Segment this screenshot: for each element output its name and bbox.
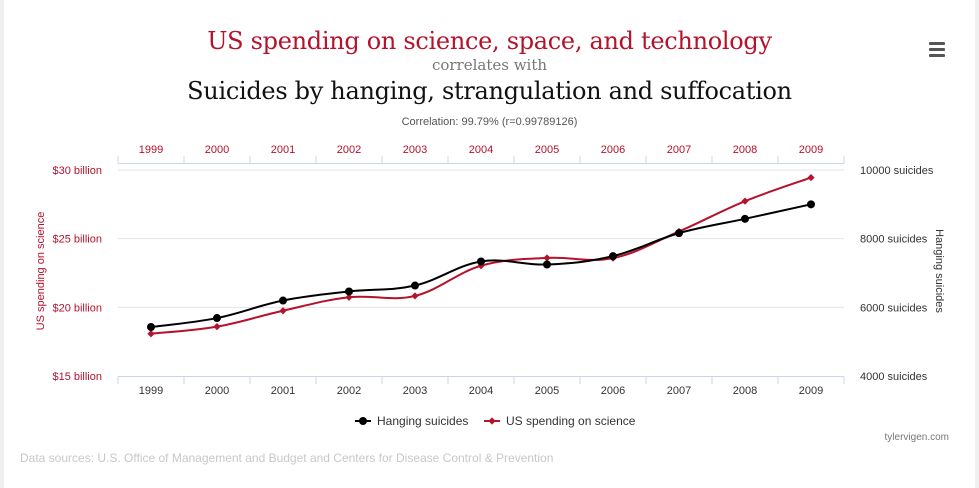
bottom-axis-label: 2001: [271, 385, 295, 397]
legend-marker-spending: [488, 417, 496, 425]
hanging-point: [741, 214, 749, 223]
legend-label-spending: US spending on science: [506, 414, 636, 428]
data-sources-footer: Data sources: U.S. Office of Management …: [20, 451, 554, 465]
spending-point: [543, 254, 551, 262]
hanging-point: [147, 323, 155, 332]
bottom-axis-label: 2004: [469, 385, 493, 397]
top-axis-label: 2003: [403, 144, 427, 156]
chart-title-secondary: Suicides by hanging, strangulation and s…: [187, 77, 792, 105]
top-axis-label: 2001: [271, 144, 295, 156]
credit-label[interactable]: tylervigen.com: [884, 432, 949, 443]
right-axis-label: 4000 suicides: [860, 371, 928, 383]
bottom-axis-label: 2003: [403, 385, 427, 397]
hanging-point: [213, 314, 221, 323]
left-axis-title: US spending on science: [35, 212, 47, 331]
bottom-axis-label: 2005: [535, 385, 559, 397]
top-axis-label: 2002: [337, 144, 361, 156]
top-axis-label: 2008: [733, 144, 757, 156]
spending-point: [741, 197, 749, 205]
hamburger-menu-icon[interactable]: [927, 40, 947, 58]
top-axis-label: 1999: [139, 144, 163, 156]
bottom-axis-label: 2007: [667, 385, 691, 397]
hanging-point: [345, 287, 353, 296]
bottom-axis-label: 1999: [139, 385, 163, 397]
left-axis-label: $25 billion: [52, 234, 102, 246]
right-axis-label: 6000 suicides: [860, 302, 928, 314]
bottom-axis-label: 2000: [205, 385, 229, 397]
left-axis-label: $15 billion: [52, 371, 102, 383]
hanging-point: [807, 200, 815, 209]
spending-point: [807, 173, 815, 182]
top-axis-label: 2000: [205, 144, 229, 156]
spending-point: [279, 307, 287, 315]
bottom-axis-label: 2006: [601, 385, 625, 397]
hanging-point: [477, 257, 485, 266]
right-axis-title: Hanging suicides: [933, 229, 945, 313]
top-axis-label: 2007: [667, 144, 691, 156]
bottom-axis-label: 2008: [733, 385, 757, 397]
hanging-point: [279, 296, 287, 305]
top-axis-label: 2006: [601, 144, 625, 156]
spending-point: [213, 323, 221, 331]
bottom-axis-label: 2009: [799, 385, 823, 397]
page-edge-right: [975, 0, 979, 488]
bottom-axis-label: 2002: [337, 385, 361, 397]
chart-title-primary: US spending on science, space, and techn…: [207, 27, 772, 55]
right-axis-label: 8000 suicides: [860, 234, 928, 246]
legend-label-hanging: Hanging suicides: [377, 414, 468, 428]
spending-point: [411, 292, 419, 300]
page-edge-left: [0, 0, 4, 488]
left-axis-label: $20 billion: [52, 302, 102, 314]
hanging-point: [543, 260, 551, 269]
top-axis-label: 2004: [469, 144, 493, 156]
left-axis-label: $30 billion: [52, 165, 102, 177]
top-axis-label: 2005: [535, 144, 559, 156]
spending-point: [345, 293, 353, 301]
correlation-subtitle: Correlation: 99.79% (r=0.99789126): [401, 116, 578, 128]
hanging-point: [411, 281, 419, 290]
hanging-point: [675, 229, 683, 238]
top-axis-label: 2009: [799, 144, 823, 156]
hanging-point: [609, 252, 617, 261]
chart-title-connector: correlates with: [431, 56, 548, 74]
legend-marker-hanging: [359, 417, 367, 425]
right-axis-label: 10000 suicides: [860, 165, 934, 177]
spending-point: [147, 330, 155, 338]
